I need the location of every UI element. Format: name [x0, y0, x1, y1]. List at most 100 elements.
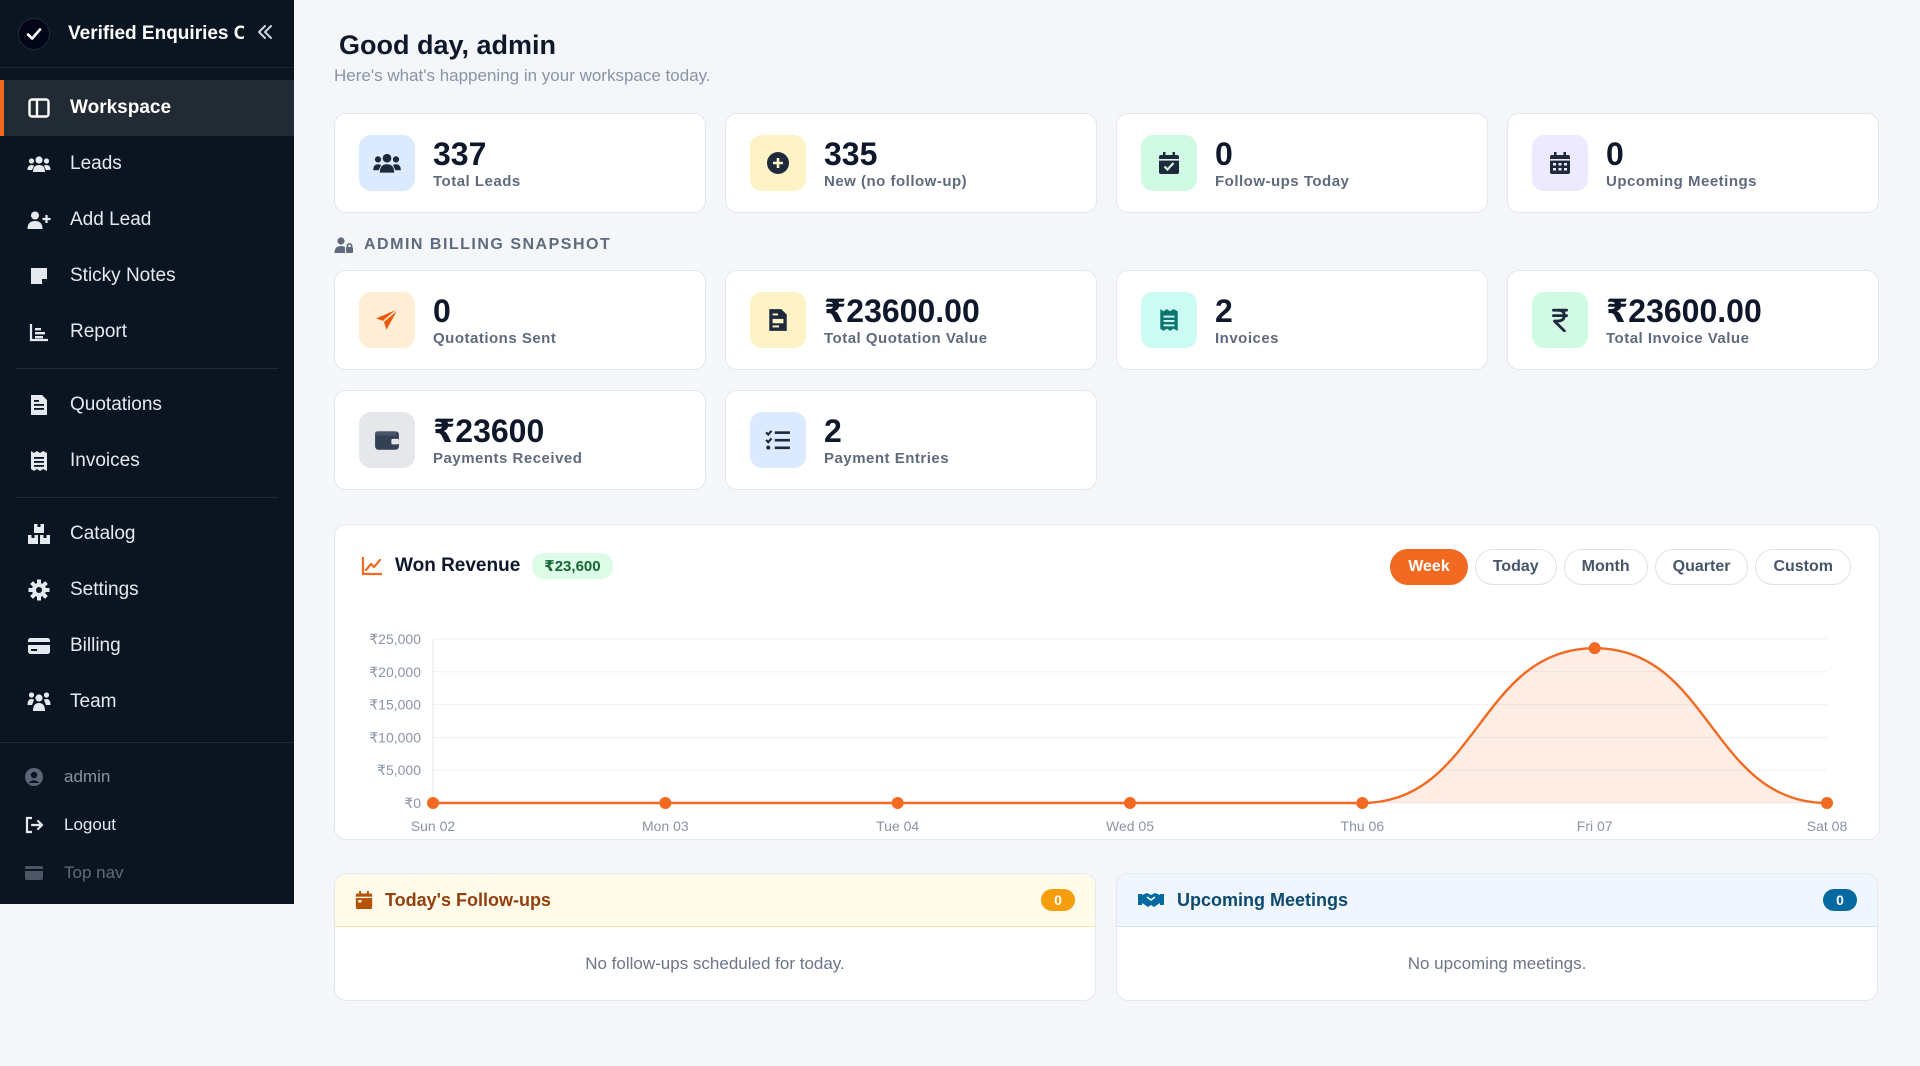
nav-divider	[16, 497, 278, 498]
stat-label: Upcoming Meetings	[1606, 172, 1758, 190]
stat-label: Payments Received	[433, 449, 583, 467]
layout-icon	[24, 865, 46, 881]
stat-value: 0	[1215, 135, 1233, 172]
followups-count-badge: 0	[1041, 889, 1075, 911]
boxes-icon	[26, 521, 52, 547]
page-subtitle: Here's what's happening in your workspac…	[334, 66, 711, 85]
stat-card-new-leads[interactable]: 335 New (no follow-up)	[725, 113, 1097, 213]
report-icon	[26, 319, 52, 345]
sidebar-item-team[interactable]: Team	[0, 674, 294, 730]
sidebar-nav: Workspace Leads Add Lead Sticky Notes Re…	[0, 68, 294, 730]
sidebar-item-settings[interactable]: Settings	[0, 562, 294, 618]
tab-custom[interactable]: Custom	[1755, 549, 1851, 585]
logout-button[interactable]: Logout	[0, 801, 294, 849]
stat-card-total-leads[interactable]: 337 Total Leads	[334, 113, 706, 213]
won-revenue-panel: Won Revenue ₹23,600 Week Today Month Qua…	[334, 524, 1880, 840]
x-tick-label: Tue 04	[876, 818, 919, 834]
sidebar: Verified Enquiries C Workspace Leads Add…	[0, 0, 294, 904]
sidebar-item-catalog[interactable]: Catalog	[0, 506, 294, 562]
data-point	[1588, 642, 1601, 655]
followups-title: Today's Follow-ups	[385, 889, 551, 910]
receipt-icon	[1141, 292, 1197, 348]
sidebar-footer: admin Logout Top nav	[0, 742, 294, 897]
sidebar-item-label: Quotations	[70, 394, 162, 415]
tab-month[interactable]: Month	[1563, 549, 1648, 585]
data-point	[427, 797, 439, 809]
tab-quarter[interactable]: Quarter	[1654, 549, 1749, 585]
sidebar-item-label: Leads	[70, 153, 122, 174]
sidebar-item-label: Add Lead	[70, 209, 152, 230]
sidebar-item-leads[interactable]: Leads	[0, 136, 294, 192]
sidebar-item-label: Report	[70, 321, 128, 342]
credit-card-icon	[26, 633, 52, 659]
y-tick-label: ₹15,000	[369, 697, 421, 713]
chart-header: Won Revenue ₹23,600	[361, 553, 613, 579]
brand-header: Verified Enquiries C	[0, 0, 294, 68]
x-tick-label: Sun 02	[411, 818, 456, 834]
paper-plane-icon	[359, 292, 415, 348]
stat-card-followups-today[interactable]: 0 Follow-ups Today	[1116, 113, 1488, 213]
data-point	[1356, 797, 1369, 809]
stat-label: Quotations Sent	[433, 329, 557, 347]
y-tick-label: ₹5,000	[377, 762, 421, 778]
data-point	[891, 797, 904, 809]
section-label-text: ADMIN BILLING SNAPSHOT	[364, 236, 612, 253]
calendar-icon	[1532, 135, 1588, 191]
tab-today[interactable]: Today	[1474, 549, 1557, 585]
team-icon	[26, 689, 52, 715]
billing-card-total-quotation-value[interactable]: ₹23600.00 Total Quotation Value	[725, 270, 1097, 370]
stat-value: 335	[824, 135, 878, 172]
followups-empty-state: No follow-ups scheduled for today.	[585, 954, 845, 973]
users-icon	[359, 135, 415, 191]
sidebar-item-report[interactable]: Report	[0, 304, 294, 360]
meetings-title: Upcoming Meetings	[1177, 889, 1349, 910]
data-point	[1124, 797, 1136, 809]
billing-card-total-invoice-value[interactable]: ₹23600.00 Total Invoice Value	[1507, 270, 1879, 370]
user-profile[interactable]: admin	[0, 753, 294, 801]
tab-week[interactable]: Week	[1390, 549, 1468, 585]
sidebar-item-label: Catalog	[70, 523, 136, 544]
sidebar-item-label: Sticky Notes	[70, 265, 176, 286]
sidebar-item-billing[interactable]: Billing	[0, 618, 294, 674]
stat-card-upcoming-meetings[interactable]: 0 Upcoming Meetings	[1507, 113, 1879, 213]
stat-value: ₹23600	[433, 412, 545, 449]
upcoming-meetings-panel: Upcoming Meetings 0 No upcoming meetings…	[1116, 873, 1878, 1001]
y-tick-label: ₹0	[404, 795, 421, 811]
sidebar-item-workspace[interactable]: Workspace	[0, 80, 294, 136]
brand-title: Verified Enquiries C	[68, 22, 244, 44]
sidebar-item-sticky-notes[interactable]: Sticky Notes	[0, 248, 294, 304]
list-check-icon	[750, 412, 806, 468]
sidebar-item-invoices[interactable]: Invoices	[0, 433, 294, 489]
top-nav-toggle[interactable]: Top nav	[0, 849, 294, 897]
stat-label: New (no follow-up)	[824, 172, 968, 190]
stat-value: 2	[824, 412, 842, 449]
stat-label: Total Leads	[433, 172, 521, 190]
document-icon	[26, 392, 52, 418]
followups-header: Today's Follow-ups 0	[335, 874, 1095, 927]
billing-card-invoices[interactable]: 2 Invoices	[1116, 270, 1488, 370]
billing-card-payment-entries[interactable]: 2 Payment Entries	[725, 390, 1097, 490]
sidebar-item-add-lead[interactable]: Add Lead	[0, 192, 294, 248]
sidebar-item-quotations[interactable]: Quotations	[0, 377, 294, 433]
user-name: admin	[64, 767, 111, 786]
wallet-icon	[359, 412, 415, 468]
chart-title: Won Revenue	[395, 555, 521, 576]
collapse-sidebar-icon[interactable]	[256, 21, 274, 47]
handshake-icon	[1138, 893, 1164, 907]
calendar-check-icon	[1141, 135, 1197, 191]
series-line	[432, 646, 1828, 805]
plus-circle-icon	[750, 135, 806, 191]
y-tick-label: ₹25,000	[369, 631, 421, 647]
meetings-header: Upcoming Meetings 0	[1117, 874, 1877, 927]
range-tabs: Week Today Month Quarter Custom	[1390, 549, 1851, 585]
calendar-icon	[355, 891, 373, 909]
check-icon	[18, 17, 50, 50]
logout-icon	[24, 816, 46, 834]
stat-value: ₹23600.00	[824, 292, 980, 329]
stat-value: 2	[1215, 292, 1233, 329]
file-invoice-icon	[750, 292, 806, 348]
sticky-note-icon	[26, 263, 52, 289]
stat-value: 0	[1606, 135, 1624, 172]
billing-card-quotations-sent[interactable]: 0 Quotations Sent	[334, 270, 706, 370]
billing-card-payments-received[interactable]: ₹23600 Payments Received	[334, 390, 706, 490]
